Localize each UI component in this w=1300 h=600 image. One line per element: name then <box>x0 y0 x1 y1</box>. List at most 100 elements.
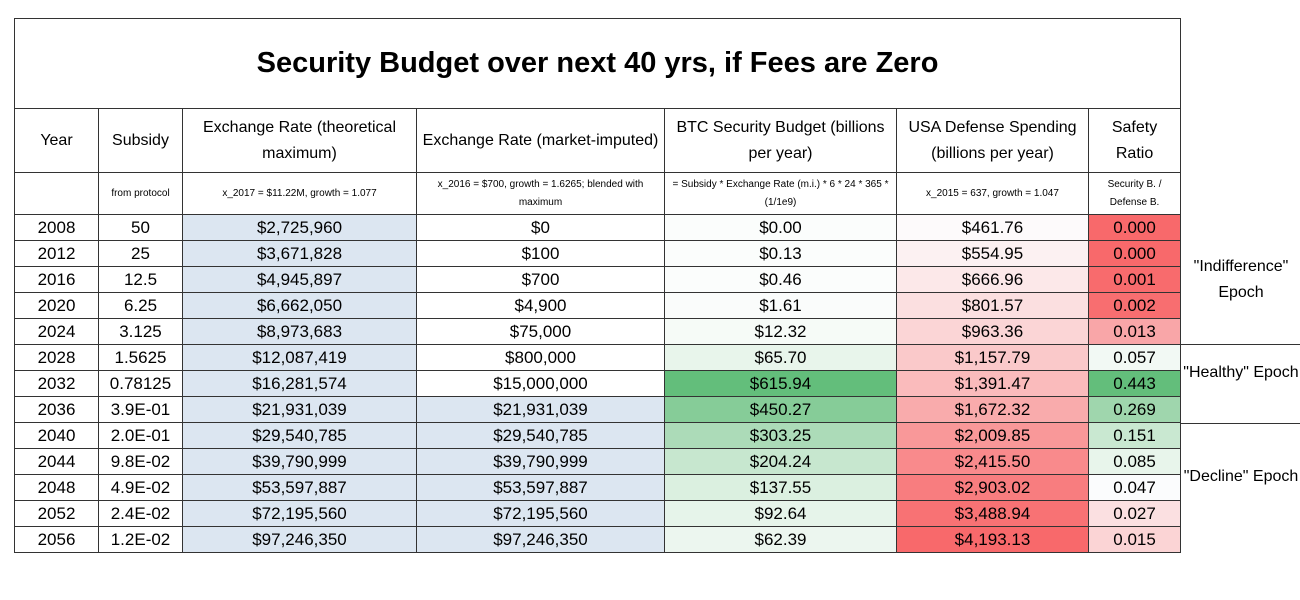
column-header: USA Defense Spending (billions per year) <box>896 108 1089 173</box>
table-cell: $39,790,999 <box>182 448 417 475</box>
data-row: 2012 25 $3,671,828 $100 $0.13 $554.95 0.000 <box>14 240 1182 267</box>
table-cell: $6,662,050 <box>182 292 417 319</box>
table-cell: $97,246,350 <box>182 526 417 553</box>
table-cell: $1,391.47 <box>896 370 1089 397</box>
table-cell: $65.70 <box>664 344 897 371</box>
table-cell: $1.61 <box>664 292 897 319</box>
column-note: Security B. / Defense B. <box>1087 172 1182 215</box>
epoch-label: "Decline" Epoch <box>1183 468 1299 485</box>
data-row: 2056 1.2E-02 $97,246,350 $97,246,350 $62.39 $… <box>14 526 1182 553</box>
table-cell: $29,540,785 <box>182 422 417 449</box>
table-cell: 0.015 <box>1087 526 1182 553</box>
column-header: Year <box>14 108 99 173</box>
subheader-row: from protocol x_2017 = $11.22M, growth = … <box>14 172 1182 215</box>
table-cell: 0.269 <box>1087 396 1182 423</box>
table-cell: 2052 <box>14 500 99 527</box>
table-cell: $0.46 <box>664 266 897 293</box>
table-cell: 6.25 <box>98 292 183 319</box>
table-cell: $4,193.13 <box>896 526 1089 553</box>
table-cell: $0 <box>416 214 665 241</box>
table-cell: $801.57 <box>896 292 1089 319</box>
table-cell: $100 <box>416 240 665 267</box>
table-cell: $0.13 <box>664 240 897 267</box>
data-row: 2008 50 $2,725,960 $0 $0.00 $461.76 0.000 <box>14 214 1182 241</box>
data-row: 2032 0.78125 $16,281,574 $15,000,000 $615.94… <box>14 370 1182 397</box>
table-cell: $1,672.32 <box>896 396 1089 423</box>
column-header: Safety Ratio <box>1087 108 1182 173</box>
data-row: 2044 9.8E-02 $39,790,999 $39,790,999 $204.24… <box>14 448 1182 475</box>
table-cell: 2.0E-01 <box>98 422 183 449</box>
table-cell: $0.00 <box>664 214 897 241</box>
table-cell: 0.085 <box>1087 448 1182 475</box>
column-header: Exchange Rate (market-imputed) <box>416 108 665 173</box>
table-cell: $700 <box>416 266 665 293</box>
table-cell: $450.27 <box>664 396 897 423</box>
data-row: 2052 2.4E-02 $72,195,560 $72,195,560 $92.64 $… <box>14 500 1182 527</box>
table-cell: $204.24 <box>664 448 897 475</box>
table-cell: 1.2E-02 <box>98 526 183 553</box>
table-cell: 2016 <box>14 266 99 293</box>
table-cell: 0.002 <box>1087 292 1182 319</box>
budget-table: Security Budget over next 40 yrs, if Fee… <box>13 18 1182 553</box>
table-cell: 2.4E-02 <box>98 500 183 527</box>
column-note: x_2017 = $11.22M, growth = 1.077 <box>182 172 417 215</box>
table-cell: $3,671,828 <box>182 240 417 267</box>
data-row: 2028 1.5625 $12,087,419 $800,000 $65.70 $1,15… <box>14 344 1182 371</box>
epoch-label: "Indifference" Epoch <box>1193 258 1289 301</box>
table-cell: $15,000,000 <box>416 370 665 397</box>
table-cell: $21,931,039 <box>416 396 665 423</box>
table-cell: $4,900 <box>416 292 665 319</box>
table-cell: $62.39 <box>664 526 897 553</box>
table-cell: 0.151 <box>1087 422 1182 449</box>
table-cell: 2056 <box>14 526 99 553</box>
table-cell: $72,195,560 <box>416 500 665 527</box>
table-cell: $92.64 <box>664 500 897 527</box>
column-note: x_2015 = 637, growth = 1.047 <box>896 172 1089 215</box>
column-header: Subsidy <box>98 108 183 173</box>
table-cell: $1,157.79 <box>896 344 1089 371</box>
table-cell: 2024 <box>14 318 99 345</box>
table-cell: $554.95 <box>896 240 1089 267</box>
table-cell: $8,973,683 <box>182 318 417 345</box>
table-cell: 0.78125 <box>98 370 183 397</box>
table-cell: $461.76 <box>896 214 1089 241</box>
table-cell: $53,597,887 <box>416 474 665 501</box>
table-cell: 25 <box>98 240 183 267</box>
table-cell: 2032 <box>14 370 99 397</box>
table-cell: 2020 <box>14 292 99 319</box>
table-cell: 2044 <box>14 448 99 475</box>
column-note: x_2016 = $700, growth = 1.6265; blended … <box>416 172 665 215</box>
epoch-label: "Healthy" Epoch <box>1183 364 1299 381</box>
table-cell: $3,488.94 <box>896 500 1089 527</box>
table-cell: $800,000 <box>416 344 665 371</box>
table-cell: $97,246,350 <box>416 526 665 553</box>
table-cell: $137.55 <box>664 474 897 501</box>
data-row: 2020 6.25 $6,662,050 $4,900 $1.61 $801.57 0.00… <box>14 292 1182 319</box>
table-cell: 2028 <box>14 344 99 371</box>
table-cell: 3.125 <box>98 318 183 345</box>
table-cell: $303.25 <box>664 422 897 449</box>
table-cell: 0.001 <box>1087 266 1182 293</box>
data-row: 2024 3.125 $8,973,683 $75,000 $12.32 $963.36 0… <box>14 318 1182 345</box>
column-note <box>14 172 99 215</box>
table-cell: 0.000 <box>1087 240 1182 267</box>
table-cell: $963.36 <box>896 318 1089 345</box>
table-title: Security Budget over next 40 yrs, if Fee… <box>13 18 1182 109</box>
column-header: Exchange Rate (theoretical maximum) <box>182 108 417 173</box>
separator <box>1180 344 1300 345</box>
column-note: = Subsidy * Exchange Rate (m.i.) * 6 * 2… <box>664 172 897 215</box>
data-row: 2048 4.9E-02 $53,597,887 $53,597,887 $137.55… <box>14 474 1182 501</box>
table-cell: $21,931,039 <box>182 396 417 423</box>
data-row: 2016 12.5 $4,945,897 $700 $0.46 $666.96 0.001 <box>14 266 1182 293</box>
table-cell: 0.443 <box>1087 370 1182 397</box>
table-cell: 4.9E-02 <box>98 474 183 501</box>
table-cell: $75,000 <box>416 318 665 345</box>
table-cell: $29,540,785 <box>416 422 665 449</box>
table-cell: 0.047 <box>1087 474 1182 501</box>
table-cell: $4,945,897 <box>182 266 417 293</box>
table-cell: $16,281,574 <box>182 370 417 397</box>
table-cell: 1.5625 <box>98 344 183 371</box>
table-body: Security Budget over next 40 yrs, if Fee… <box>13 18 1182 553</box>
header-row: Year Subsidy Exchange Rate (theoretical ma… <box>14 108 1182 173</box>
